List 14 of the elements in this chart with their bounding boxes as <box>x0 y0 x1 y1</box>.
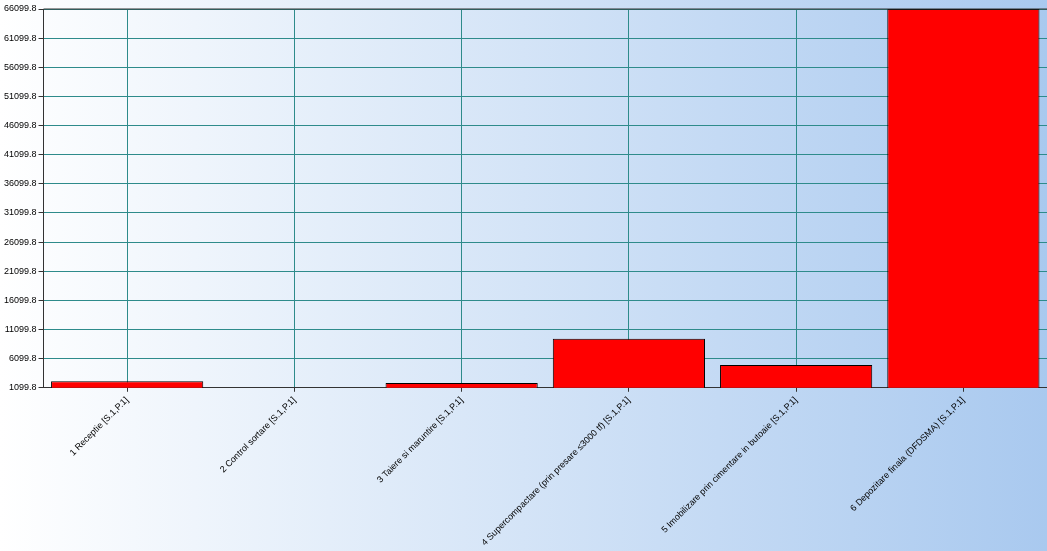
y-tick-label: 31099.8 <box>3 207 37 218</box>
y-tick-label: 41099.8 <box>3 149 37 160</box>
y-tick-label: 1099.8 <box>9 382 37 393</box>
y-tick-label: 16099.8 <box>3 294 37 305</box>
y-tick-label: 36099.8 <box>3 178 37 189</box>
y-tick-label: 26099.8 <box>3 236 37 247</box>
y-tick-label: 46099.8 <box>3 120 37 131</box>
y-tick-label: 51099.8 <box>3 90 37 101</box>
y-tick-label: 66099.8 <box>3 3 37 14</box>
y-tick-label: 21099.8 <box>3 265 37 276</box>
y-tick-label: 11099.8 <box>4 323 37 334</box>
y-tick-label: 56099.8 <box>3 61 37 72</box>
y-tick-label: 61099.8 <box>3 32 37 43</box>
y-tick-label: 6099.8 <box>9 353 37 364</box>
